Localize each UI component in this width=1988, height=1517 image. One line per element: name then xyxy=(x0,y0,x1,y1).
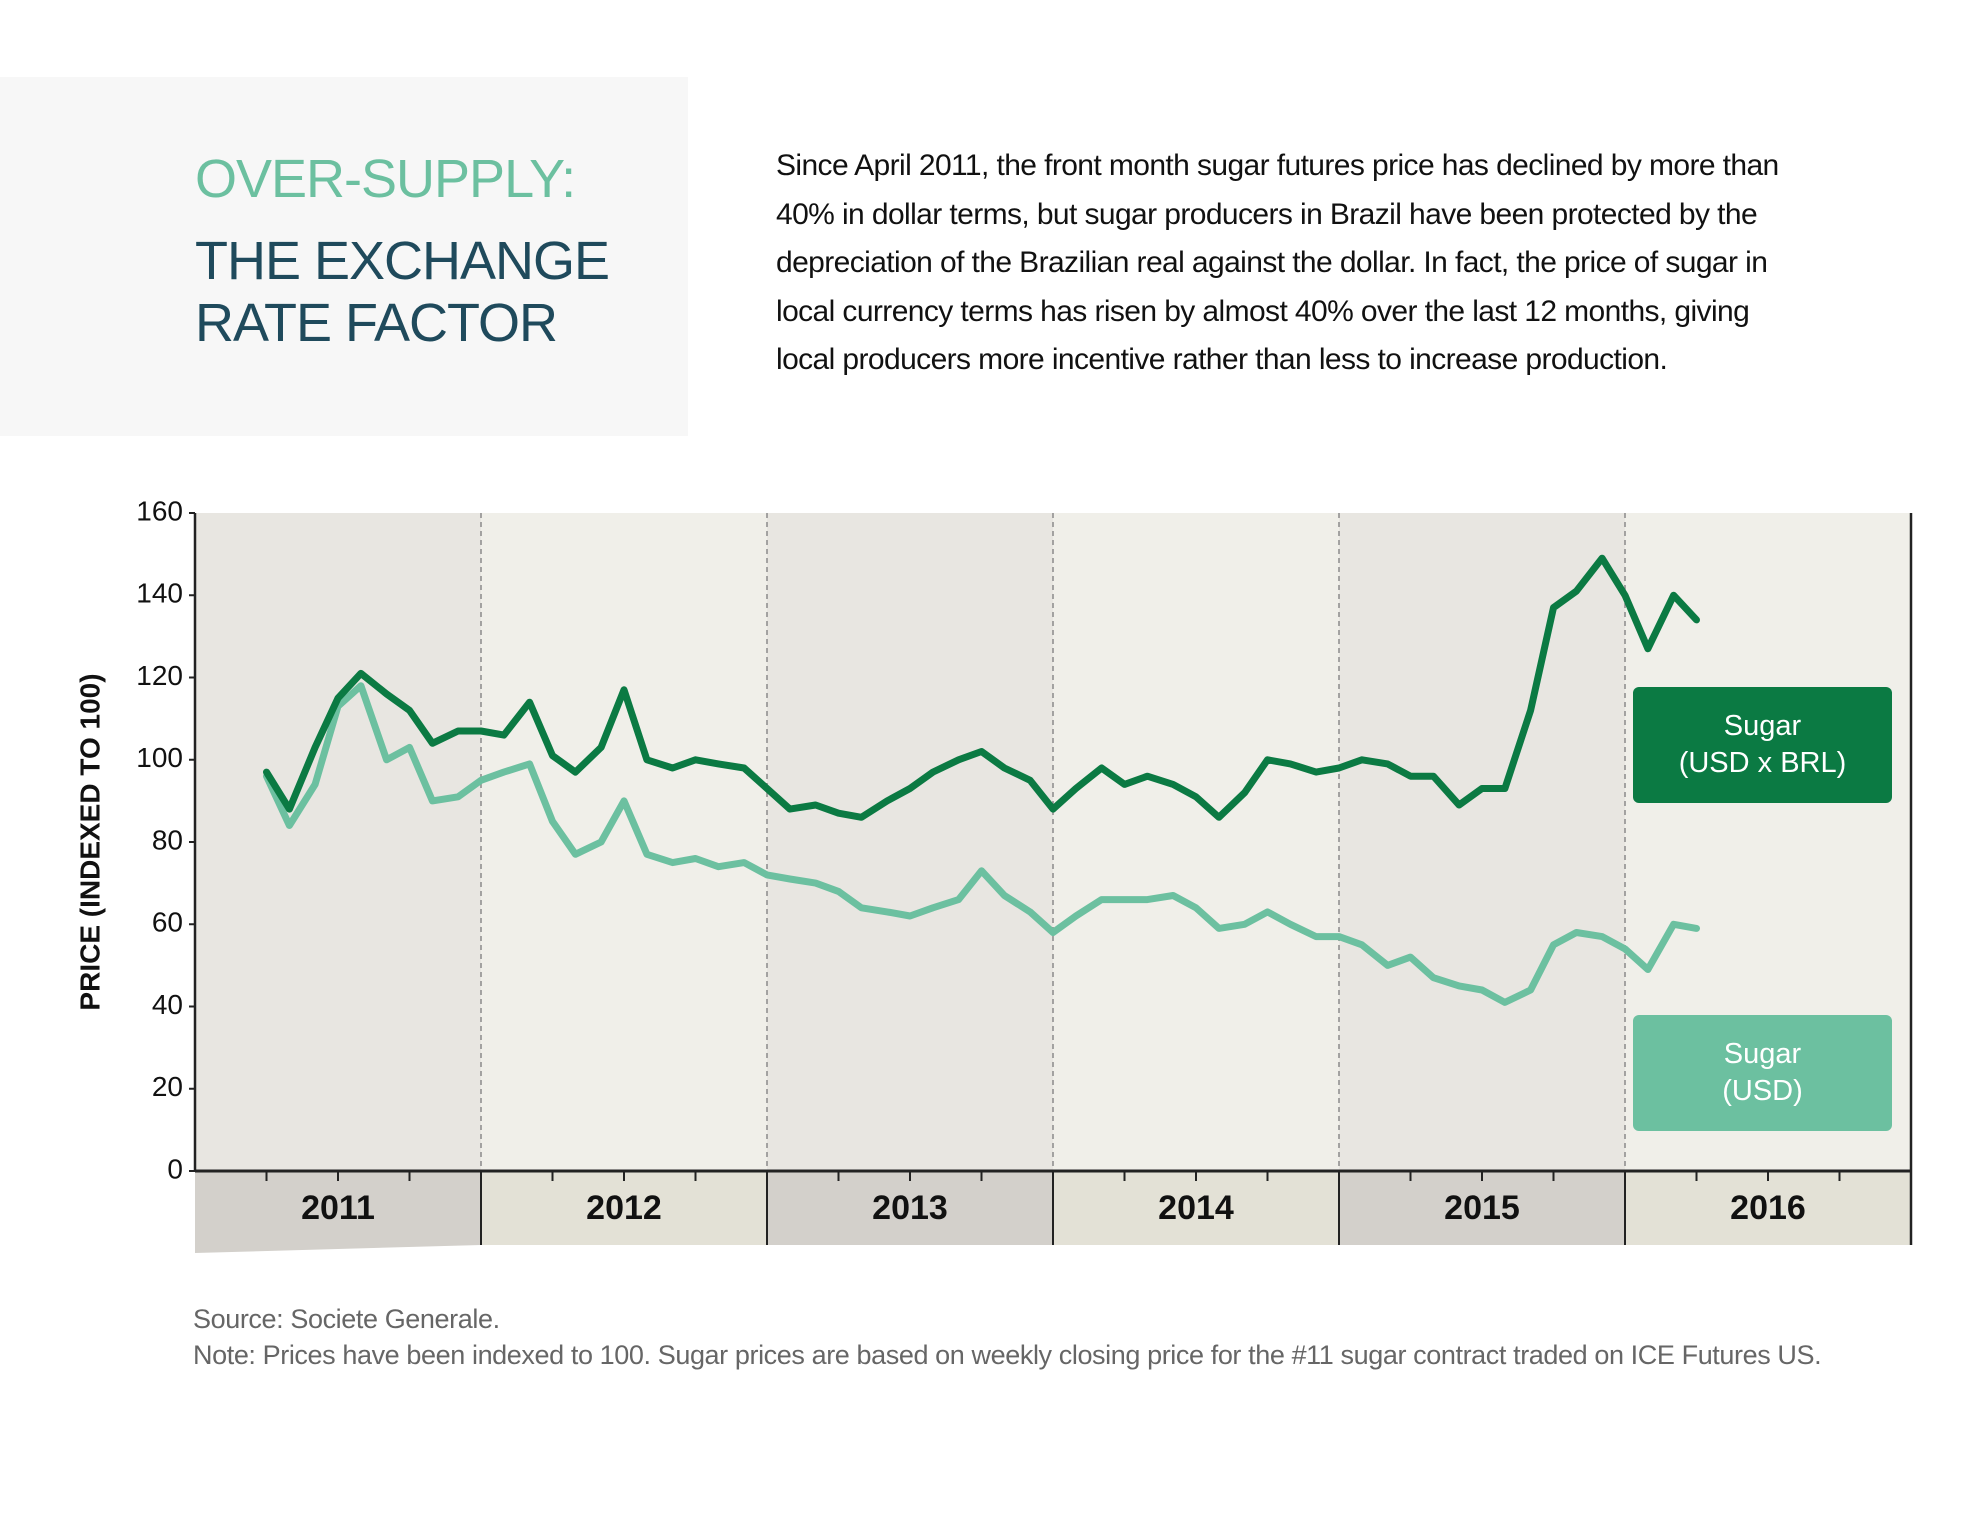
year-band xyxy=(1625,1171,1911,1245)
year-band xyxy=(767,1171,1053,1245)
legend-entry: Sugar (USD) xyxy=(1633,1015,1892,1131)
year-band xyxy=(195,1171,481,1245)
y-tick-label: 0 xyxy=(167,1153,183,1184)
headline: THE EXCHANGE RATE FACTOR xyxy=(195,231,610,353)
year-band xyxy=(1339,1171,1625,1245)
x-tick-label: 2016 xyxy=(1730,1189,1806,1227)
year-band xyxy=(1053,1171,1339,1245)
description-line: depreciation of the Brazilian real again… xyxy=(776,246,1768,279)
x-tick-label: 2011 xyxy=(301,1189,375,1227)
kicker: OVER-SUPPLY: xyxy=(195,149,576,209)
year-band xyxy=(481,1171,767,1245)
plot-band xyxy=(1053,513,1339,1171)
source: Source: Societe Generale. xyxy=(193,1304,500,1334)
header-panel xyxy=(0,77,688,436)
x-tick-label: 2012 xyxy=(586,1189,662,1227)
plot-band xyxy=(1339,513,1625,1171)
x-tick-label: 2013 xyxy=(872,1189,948,1227)
y-tick-label: 40 xyxy=(152,989,183,1020)
series-line xyxy=(263,682,1700,1006)
plot-band xyxy=(767,513,1053,1171)
x-tick-label: 2014 xyxy=(1158,1189,1234,1227)
y-tick-label: 120 xyxy=(136,660,183,691)
y-tick-label: 20 xyxy=(152,1071,183,1102)
note: Note: Prices have been indexed to 100. S… xyxy=(193,1340,1822,1370)
description-line: 40% in dollar terms, but sugar producers… xyxy=(776,197,1758,231)
band-cut xyxy=(195,1245,481,1253)
y-tick-label: 160 xyxy=(136,495,183,526)
legend-entry: Sugar (USD x BRL) xyxy=(1633,687,1892,803)
y-tick-label: 140 xyxy=(136,578,183,609)
plot-band xyxy=(195,513,481,1171)
y-axis-label: PRICE (INDEXED TO 100) xyxy=(74,673,105,1010)
plot-band xyxy=(481,513,767,1171)
y-tick-label: 60 xyxy=(152,907,183,938)
description-line: local producers more incentive rather th… xyxy=(776,343,1668,376)
description: Since April 2011, the front month sugar … xyxy=(776,142,1779,385)
description-line: local currency terms has risen by almost… xyxy=(776,294,1750,328)
y-tick-label: 100 xyxy=(136,742,183,773)
x-tick-label: 2015 xyxy=(1444,1189,1520,1227)
series-line xyxy=(263,554,1700,821)
description-line: Since April 2011, the front month sugar … xyxy=(776,149,1779,182)
y-tick-label: 80 xyxy=(152,824,183,855)
